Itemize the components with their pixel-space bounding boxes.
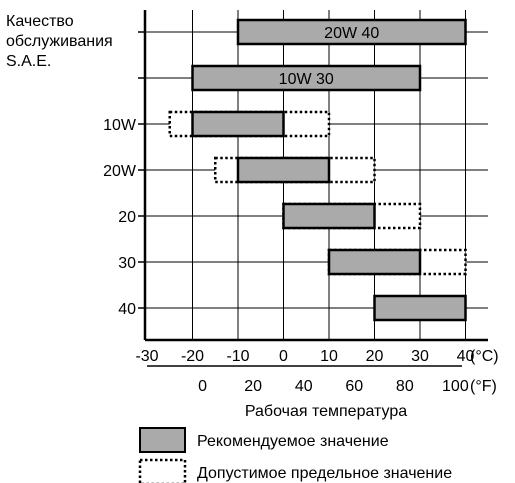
row-label: 10W: [103, 117, 137, 134]
row-label: 20W: [103, 163, 137, 180]
row-labels: 10W 20W 20 30 40: [103, 117, 137, 318]
celsius-ticks: -30 -20 -10 0 10 20 30 40: [135, 348, 474, 365]
legend-permissible-label: Допустимое предельное значение: [197, 465, 452, 482]
fahrenheit-unit: (°F): [470, 378, 497, 395]
fahrenheit-tick-label: 0: [198, 378, 207, 395]
legend: Рекомендуемое значение Допустимое предел…: [138, 427, 452, 483]
celsius-tick-label: -30: [135, 348, 158, 365]
recommended-bar: [282, 202, 376, 230]
celsius-tick-label: -10: [226, 348, 249, 365]
fahrenheit-tick-label: 20: [244, 378, 262, 395]
bars: 20W 40 10W 30: [168, 18, 467, 322]
x-axis-title: Рабочая температура: [245, 403, 407, 420]
celsius-tick-label: 30: [411, 348, 429, 365]
y-title-line: S.A.E.: [6, 53, 51, 70]
bar-label: 20W 40: [324, 25, 379, 42]
recommended-bar: [191, 64, 422, 92]
recommended-bar: [236, 156, 331, 184]
row-label: 20: [118, 209, 136, 226]
row-label: 40: [118, 301, 136, 318]
legend-recommended-swatch: [139, 427, 186, 453]
bar-label: 10W 30: [279, 71, 334, 88]
celsius-tick-label: -20: [181, 348, 204, 365]
legend-recommended-label: Рекомендуемое значение: [197, 433, 389, 450]
celsius-tick-label: 40: [457, 348, 475, 365]
fahrenheit-tick-label: 100: [442, 378, 469, 395]
celsius-tick-label: 20: [366, 348, 384, 365]
fahrenheit-tick-label: 80: [396, 378, 414, 395]
axes: [138, 10, 488, 342]
fahrenheit-tick-label: 40: [295, 378, 313, 395]
celsius-tick-label: 0: [279, 348, 288, 365]
y-title-line: Качество: [6, 13, 74, 30]
legend-permissible-swatch: [138, 458, 187, 483]
recommended-bar: [373, 294, 467, 322]
recommended-bar: [327, 248, 422, 276]
celsius-tick-label: 10: [320, 348, 338, 365]
fahrenheit-ticks: 0 20 40 60 80 100: [147, 365, 469, 395]
y-title-line: обслуживания: [6, 33, 113, 50]
recommended-bar: [191, 110, 285, 138]
recommended-bar: [236, 18, 467, 46]
row-label: 30: [118, 255, 136, 272]
celsius-unit: (°C): [470, 348, 499, 365]
fahrenheit-tick-label: 60: [345, 378, 363, 395]
y-axis-title: Качество обслуживания S.A.E.: [6, 13, 113, 70]
